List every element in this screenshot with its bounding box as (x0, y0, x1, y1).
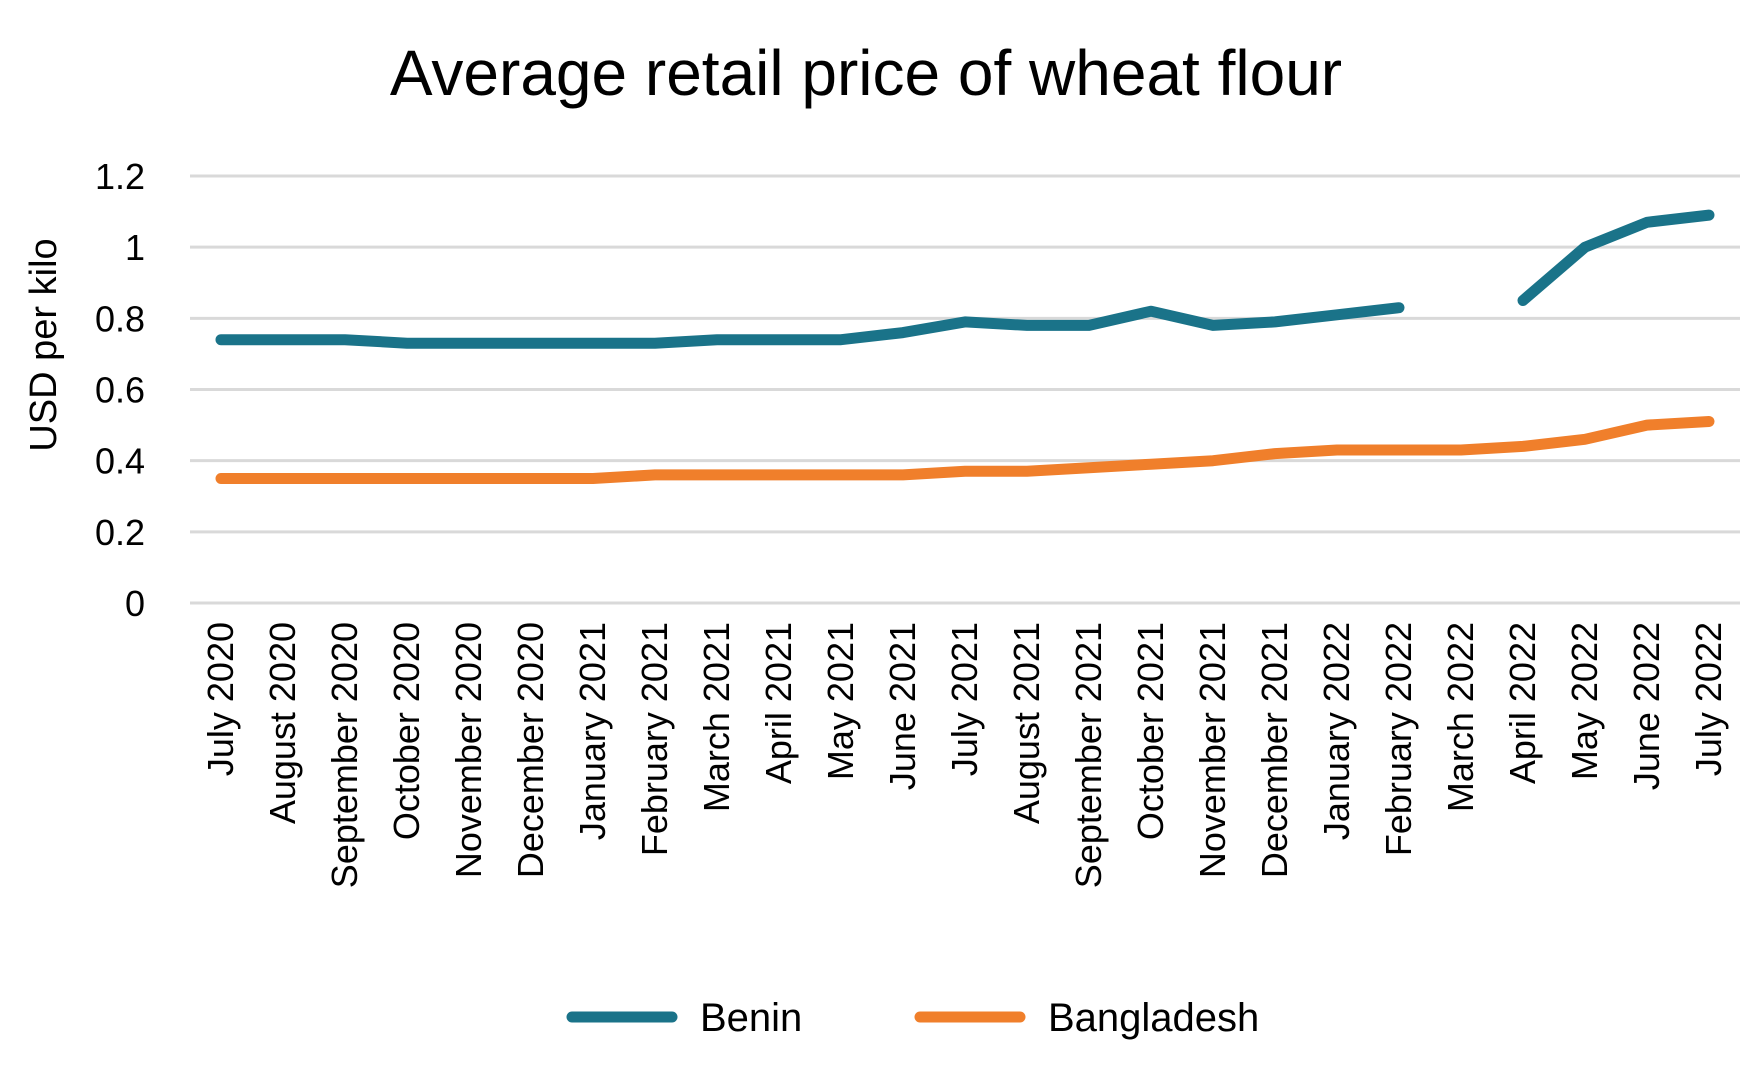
x-tick-label: July 2022 (1688, 622, 1729, 776)
x-tick-label: June 2022 (1626, 622, 1667, 790)
x-tick-label: February 2022 (1378, 622, 1419, 856)
series-lines (215, 209, 1715, 484)
x-tick-label: October 2020 (386, 622, 427, 840)
x-tick-label: December 2020 (510, 622, 551, 878)
chart-title: Average retail price of wheat flour (390, 37, 1342, 109)
x-tick-label: April 2021 (758, 622, 799, 784)
x-tick-label: April 2022 (1502, 622, 1543, 784)
x-tick-label: November 2020 (448, 622, 489, 878)
y-tick-label: 0.8 (95, 298, 145, 339)
x-tick-label: July 2021 (944, 622, 985, 776)
y-tick-label: 0 (125, 583, 145, 624)
x-tick-label: October 2021 (1130, 622, 1171, 840)
series-line-bangladesh-segment-0 (215, 416, 1715, 484)
x-tick-label: August 2020 (262, 622, 303, 824)
y-axis-ticks: 0 0.2 0.4 0.6 0.8 1 1.2 (95, 156, 145, 624)
y-tick-label: 1 (125, 227, 145, 268)
legend-label-bangladesh: Bangladesh (1048, 996, 1259, 1040)
y-tick-label: 0.6 (95, 370, 145, 411)
x-tick-label: September 2021 (1068, 622, 1109, 888)
y-tick-label: 0.2 (95, 512, 145, 553)
y-tick-label: 1.2 (95, 156, 145, 197)
x-tick-label: January 2022 (1316, 622, 1357, 840)
x-tick-label: June 2021 (882, 622, 923, 790)
x-tick-label: January 2021 (572, 622, 613, 840)
x-tick-label: December 2021 (1254, 622, 1295, 878)
x-tick-label: November 2021 (1192, 622, 1233, 878)
x-tick-label: May 2021 (820, 622, 861, 780)
x-tick-label: March 2022 (1440, 622, 1481, 812)
x-tick-label: May 2022 (1564, 622, 1605, 780)
series-line-benin-segment-1 (1517, 209, 1715, 306)
y-tick-label: 0.4 (95, 441, 145, 482)
x-tick-label: July 2020 (200, 622, 241, 776)
x-tick-label: August 2021 (1006, 622, 1047, 824)
legend: Benin Bangladesh (566, 996, 1259, 1040)
legend-label-benin: Benin (700, 996, 802, 1040)
x-tick-label: February 2021 (634, 622, 675, 856)
x-axis-ticks: July 2020 August 2020 September 2020 Octobe… (200, 622, 1729, 888)
series-line-benin-segment-0 (215, 302, 1405, 349)
x-tick-label: March 2021 (696, 622, 737, 812)
y-axis-label: USD per kilo (23, 238, 65, 451)
grid-lines (190, 174, 1740, 605)
x-tick-label: September 2020 (324, 622, 365, 888)
